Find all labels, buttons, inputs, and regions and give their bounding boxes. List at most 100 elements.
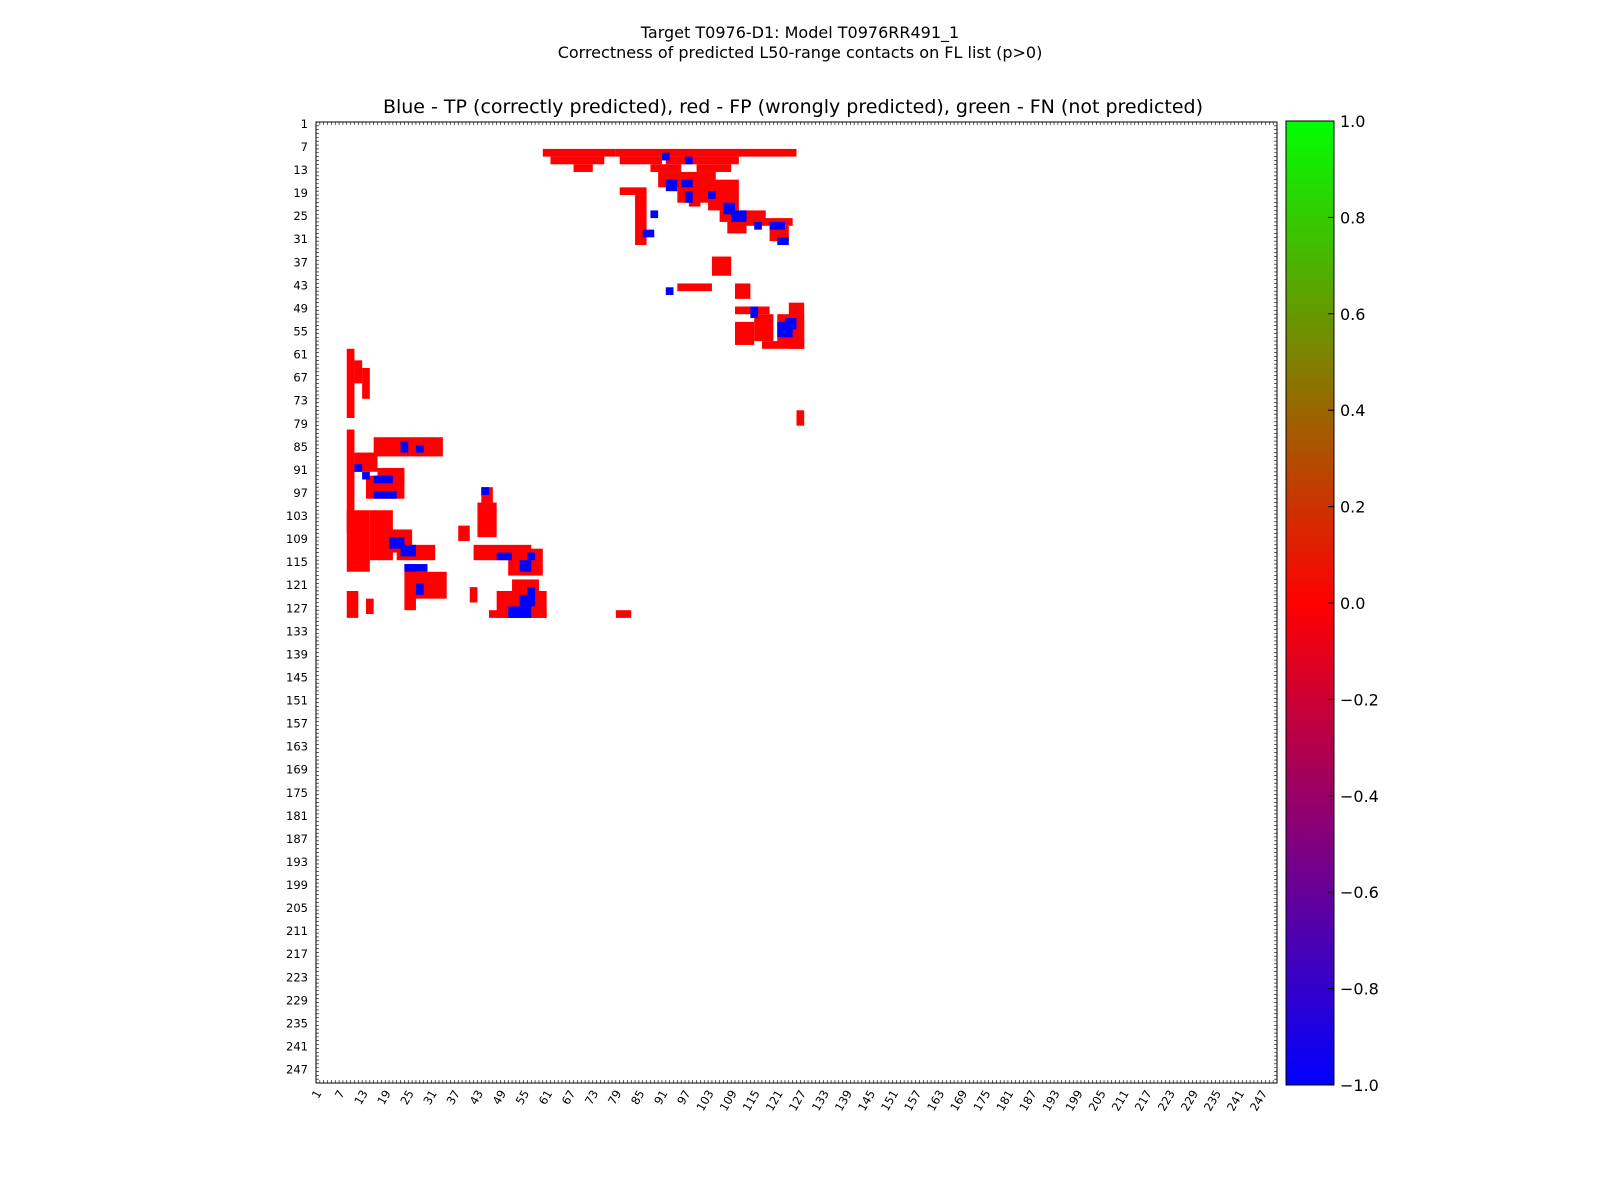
plot-frame <box>315 121 1278 1084</box>
x-tick-label-7: 7 <box>332 1088 348 1101</box>
y-tick-label-79: 79 <box>293 417 308 431</box>
y-tick-label-187: 187 <box>286 832 308 846</box>
fp-contact-cell-42 <box>477 502 497 538</box>
y-tick-label-235: 235 <box>286 1016 308 1030</box>
fp-contact-cell-52 <box>615 610 632 618</box>
colorbar-tick-label: 1.0 <box>1340 112 1365 131</box>
fp-contact-cell-6 <box>650 164 682 172</box>
x-tick-label-145: 145 <box>855 1088 878 1114</box>
figure-suptitle-line2: Correctness of predicted L50-range conta… <box>558 43 1043 62</box>
tp-contact-cell-27 <box>400 441 409 453</box>
y-tick-label-229: 229 <box>286 993 308 1007</box>
x-tick-label-121: 121 <box>763 1088 786 1114</box>
tp-contact-cell-20 <box>373 491 390 499</box>
x-tick-label-55: 55 <box>513 1088 532 1108</box>
colorbar-tick-label: 0.0 <box>1340 594 1365 613</box>
x-tick-label-109: 109 <box>717 1088 740 1114</box>
fp-contact-cell-53 <box>469 587 478 603</box>
x-axis-ticks: 1 7 13 19 25 31 37 43 49 55 61 67 73 79 85 91 97 103 109 11… <box>309 1088 1270 1114</box>
x-tick-label-187: 187 <box>1016 1088 1039 1114</box>
y-tick-label-103: 103 <box>286 509 308 523</box>
figure-suptitle-line1: Target T0976-D1: Model T0976RR491_1 <box>640 23 959 43</box>
x-tick-label-91: 91 <box>651 1088 670 1108</box>
x-tick-label-229: 229 <box>1178 1088 1201 1114</box>
y-tick-label-121: 121 <box>286 578 308 592</box>
fp-contact-cell-7 <box>696 164 732 172</box>
fp-contact-cell-39 <box>404 564 416 611</box>
tp-contact-cell-25 <box>415 564 428 572</box>
tp-contact-cell-1 <box>685 156 693 165</box>
y-tick-label-199: 199 <box>286 878 308 892</box>
tp-contact-cell-5 <box>708 191 716 199</box>
x-tick-label-193: 193 <box>1039 1088 1062 1114</box>
tp-contact-cell-7 <box>731 210 747 222</box>
y-tick-label-151: 151 <box>286 694 308 708</box>
x-tick-label-103: 103 <box>693 1088 716 1114</box>
x-tick-label-217: 217 <box>1132 1088 1155 1114</box>
y-tick-label-193: 193 <box>286 855 308 869</box>
tp-contact-cell-4 <box>685 191 693 203</box>
y-tick-label-139: 139 <box>286 647 308 661</box>
x-tick-label-235: 235 <box>1201 1088 1224 1114</box>
tp-contact-cell-23 <box>400 544 416 557</box>
fp-contact-cell-19 <box>677 283 712 292</box>
colorbar: 1.0 0.8 0.6 0.4 0.2 0.0 −0.2 −0.4 −0.6 −0.8 −1.0 <box>1285 112 1379 1095</box>
tp-contact-cell-31 <box>519 560 532 572</box>
y-axis-ticks: 1 7 13 19 25 31 37 43 49 55 61 67 73 79 85 91 97 103 109 11… <box>286 117 308 1077</box>
tp-contact-cell-30 <box>496 552 513 561</box>
tp-contact-cell-8 <box>754 221 762 230</box>
tp-contact-cell-32 <box>527 552 536 561</box>
tp-contact-cell-21 <box>389 491 397 499</box>
colorbar-tick-label: −0.2 <box>1340 690 1379 709</box>
fp-contact-cell-49 <box>346 590 359 618</box>
y-tick-label-247: 247 <box>286 1063 308 1077</box>
fp-contact-cell-3 <box>619 156 662 165</box>
tp-contact-cell-18 <box>362 471 370 480</box>
y-tick-label-91: 91 <box>293 463 308 477</box>
fp-contact-cell-51 <box>458 525 470 541</box>
y-tick-label-61: 61 <box>293 348 308 362</box>
tp-contact-cell-2 <box>665 179 678 192</box>
colorbar-tick-label: 0.4 <box>1340 401 1365 420</box>
y-tick-label-85: 85 <box>293 440 308 454</box>
y-tick-label-13: 13 <box>293 163 308 177</box>
plot-background <box>316 122 1277 1083</box>
x-tick-label-157: 157 <box>901 1088 924 1114</box>
x-tick-label-241: 241 <box>1224 1088 1247 1114</box>
fp-contact-cell-18 <box>711 256 732 276</box>
tp-contact-cell-10 <box>777 237 789 246</box>
y-tick-label-49: 49 <box>293 301 308 315</box>
x-tick-label-181: 181 <box>993 1088 1016 1114</box>
fp-contact-cell-14 <box>727 221 747 234</box>
x-tick-label-133: 133 <box>809 1088 832 1114</box>
x-tick-label-31: 31 <box>420 1088 439 1108</box>
x-tick-label-25: 25 <box>397 1088 416 1108</box>
x-tick-label-67: 67 <box>559 1088 578 1108</box>
x-tick-label-1: 1 <box>309 1088 325 1101</box>
fp-contact-cell-23 <box>735 321 755 345</box>
fp-contact-cell-13 <box>742 218 793 226</box>
y-tick-label-73: 73 <box>293 394 308 408</box>
x-tick-label-97: 97 <box>674 1088 693 1108</box>
tp-contact-cell-12 <box>642 229 655 238</box>
y-tick-label-25: 25 <box>293 209 308 223</box>
fp-contact-cell-17 <box>688 195 701 207</box>
tp-contact-cell-19 <box>373 475 393 484</box>
fp-contact-cell-20 <box>735 283 751 299</box>
y-tick-label-127: 127 <box>286 601 308 615</box>
y-tick-label-223: 223 <box>286 970 308 984</box>
fp-contact-cell-4 <box>665 156 739 165</box>
fp-contact-cell-0 <box>542 148 616 157</box>
y-tick-label-181: 181 <box>286 809 308 823</box>
y-tick-label-55: 55 <box>293 325 308 339</box>
colorbar-gradient <box>1285 120 1335 1086</box>
x-tick-label-61: 61 <box>536 1088 555 1108</box>
x-tick-label-115: 115 <box>740 1088 763 1114</box>
fp-contact-cell-2 <box>550 156 605 165</box>
colorbar-ticks: 1.0 0.8 0.6 0.4 0.2 0.0 −0.2 −0.4 −0.6 −0.8 −1.0 <box>1328 112 1379 1095</box>
x-tick-label-79: 79 <box>605 1088 624 1108</box>
colorbar-tick-label: −0.4 <box>1340 787 1379 806</box>
fp-contact-cell-26 <box>761 341 805 349</box>
chart-title: Blue - TP (correctly predicted), red - F… <box>383 96 1203 118</box>
fp-contact-cell-35 <box>346 510 370 572</box>
